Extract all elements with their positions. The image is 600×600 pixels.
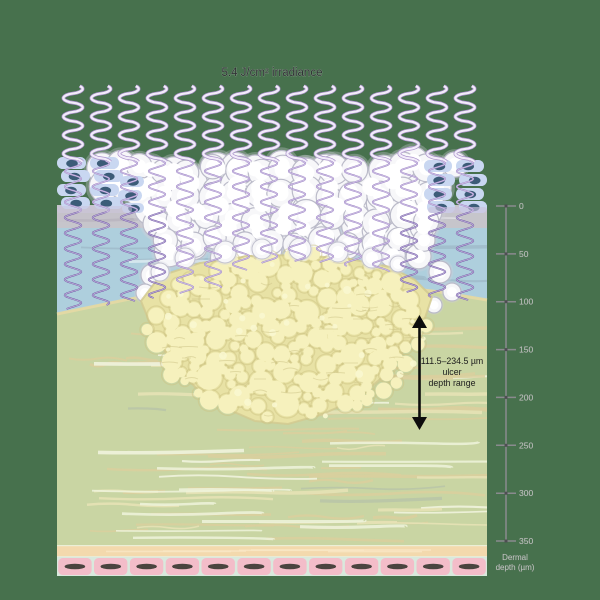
svg-text:depth range: depth range <box>429 378 476 388</box>
svg-text:ulcer: ulcer <box>442 367 461 377</box>
svg-text:depth (µm): depth (µm) <box>496 563 535 572</box>
svg-text:111.5–234.5 µm: 111.5–234.5 µm <box>421 356 483 366</box>
svg-text:200: 200 <box>519 392 533 402</box>
svg-text:350: 350 <box>519 536 533 546</box>
svg-text:0: 0 <box>519 201 524 211</box>
svg-text:100: 100 <box>519 297 533 307</box>
svg-text:150: 150 <box>519 345 533 355</box>
svg-text:5.4 J/cm² irradiance: 5.4 J/cm² irradiance <box>222 67 323 79</box>
svg-text:250: 250 <box>519 440 533 450</box>
svg-text:50: 50 <box>519 249 529 259</box>
svg-text:300: 300 <box>519 488 533 498</box>
svg-text:Dermal: Dermal <box>502 553 528 562</box>
